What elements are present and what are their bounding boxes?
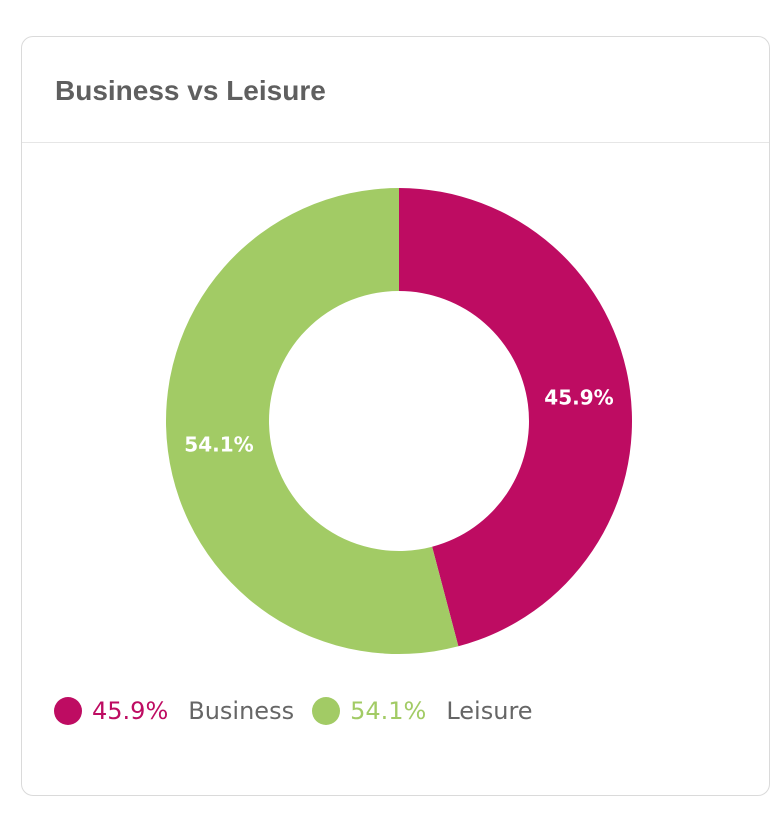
donut-chart: 45.9% 54.1% bbox=[165, 188, 632, 654]
donut-slice-leisure[interactable] bbox=[165, 188, 459, 654]
legend-value-leisure: 54.1% bbox=[350, 697, 427, 725]
chart-legend: 45.9% Business 54.1% Leisure bbox=[54, 697, 551, 725]
legend-label-leisure: Leisure bbox=[446, 697, 533, 725]
card-header: Business vs Leisure bbox=[22, 37, 769, 143]
donut-slice-business[interactable] bbox=[399, 188, 632, 647]
legend-item-business[interactable]: 45.9% Business bbox=[54, 697, 294, 725]
legend-marker-leisure bbox=[312, 697, 341, 725]
donut-slices bbox=[165, 188, 632, 654]
card-title: Business vs Leisure bbox=[55, 75, 326, 106]
slice-label-business: 45.9% bbox=[544, 386, 613, 410]
chart-card: Business vs Leisure 45.9% 54.1% 45.9% Bus… bbox=[21, 36, 770, 796]
legend-marker-business bbox=[54, 697, 82, 725]
legend-value-business: 45.9% bbox=[92, 697, 169, 725]
legend-label-business: Business bbox=[188, 697, 295, 725]
donut-labels: 45.9% 54.1% bbox=[184, 386, 613, 457]
slice-label-leisure: 54.1% bbox=[184, 432, 253, 456]
legend-item-leisure[interactable]: 54.1% Leisure bbox=[312, 697, 533, 725]
